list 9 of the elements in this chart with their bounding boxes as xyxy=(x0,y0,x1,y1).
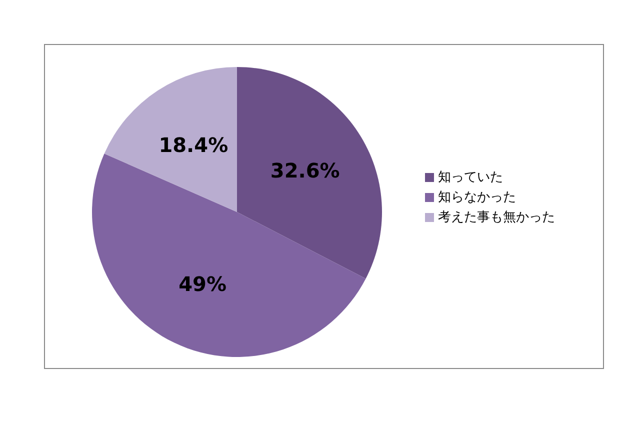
data-label: 49% xyxy=(178,272,227,296)
pie-slice xyxy=(237,67,382,279)
pie-slice xyxy=(104,67,237,212)
data-label: 32.6% xyxy=(270,158,340,183)
data-label: 18.4% xyxy=(158,133,228,158)
legend-label: 知っていた xyxy=(438,170,503,185)
legend-label: 知らなかった xyxy=(438,190,516,205)
legend-label: 考えた事も無かった xyxy=(438,210,555,225)
pie-slice xyxy=(92,154,366,357)
